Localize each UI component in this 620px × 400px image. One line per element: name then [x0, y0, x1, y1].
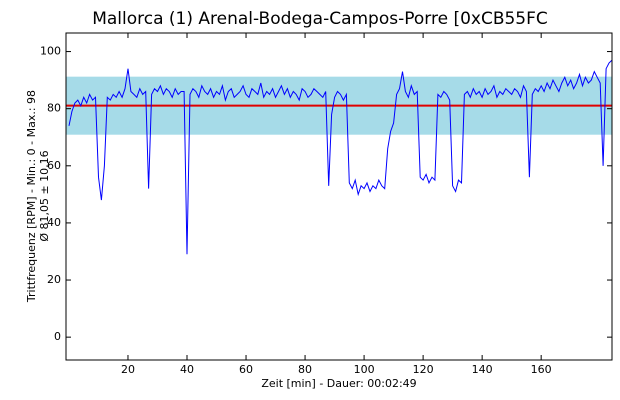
y-axis-label: Trittfrequenz [RPM] - Min.: 0 - Max.: 98 — [25, 90, 38, 303]
x-tick-label: 100 — [354, 363, 375, 376]
x-tick-label: 160 — [531, 363, 552, 376]
x-axis-label: Zeit [min] - Dauer: 00:02:49 — [261, 377, 416, 390]
y-tick-label: 80 — [47, 102, 61, 115]
x-tick-label: 60 — [239, 363, 253, 376]
y-axis-label: Ø 81,05 ± 10,16 — [38, 150, 51, 241]
chart-title: Mallorca (1) Arenal-Bodega-Campos-Porre … — [92, 9, 548, 29]
y-tick-label: 60 — [47, 159, 61, 172]
y-tick-label: 0 — [54, 330, 61, 343]
plot-frame — [65, 32, 613, 361]
x-tick-label: 80 — [298, 363, 312, 376]
y-tick-label: 40 — [47, 216, 61, 229]
x-tick-label: 120 — [413, 363, 434, 376]
data-line — [68, 59, 613, 255]
x-tick-label: 140 — [472, 363, 493, 376]
x-tick-label: 20 — [121, 363, 135, 376]
x-tick-label: 40 — [180, 363, 194, 376]
y-tick-label: 20 — [47, 273, 61, 286]
y-tick-label: 100 — [40, 45, 61, 58]
